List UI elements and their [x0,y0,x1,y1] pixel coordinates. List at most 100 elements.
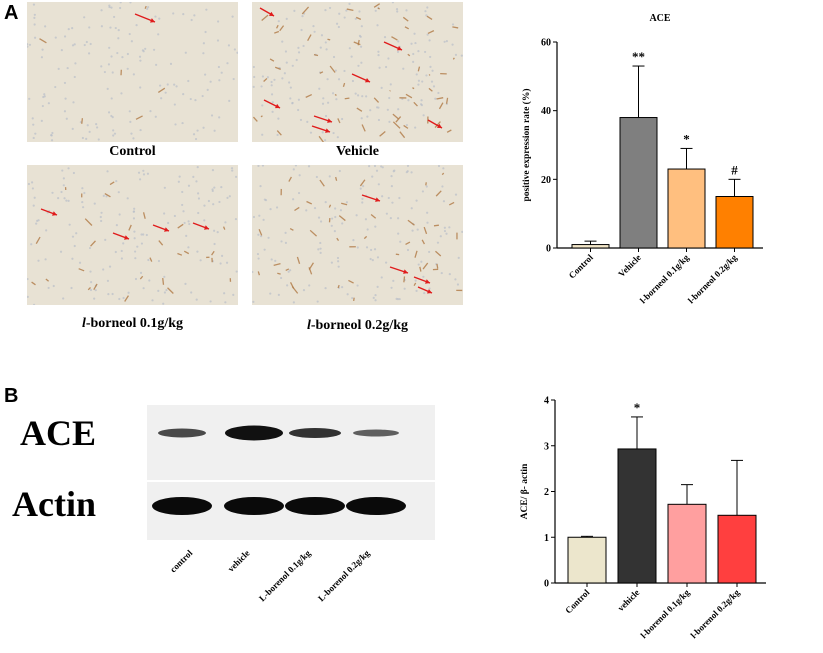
stained-vessel [274,66,281,70]
nucleus-dot [129,2,132,4]
nucleus-dot [216,39,220,42]
nucleus-dot [227,44,231,47]
y-tick-label: 1 [544,533,549,544]
nucleus-dot [308,284,311,287]
nucleus-dot [430,80,434,83]
micrograph-background [252,165,463,305]
nucleus-dot [313,206,317,210]
nucleus-dot [375,106,379,109]
nucleus-dot [100,65,103,68]
nucleus-dot [392,279,395,282]
nucleus-dot [235,270,238,273]
nucleus-dot [261,165,265,167]
nucleus-dot [66,66,69,70]
nucleus-dot [209,300,212,303]
nucleus-dot [426,211,429,214]
nucleus-dot [63,81,67,85]
nucleus-dot [445,232,448,235]
nucleus-dot [134,250,137,253]
nucleus-dot [194,137,198,141]
nucleus-dot [218,79,221,82]
nucleus-dot [30,243,33,246]
nucleus-dot [182,92,185,96]
nucleus-dot [345,201,349,204]
actin-band [346,497,406,515]
stained-vessel [421,239,426,245]
nucleus-dot [108,46,111,49]
nucleus-dot [102,268,105,271]
nucleus-dot [415,73,418,76]
nucleus-dot [375,169,379,172]
nucleus-dot [429,65,432,68]
nucleus-dot [319,46,322,49]
nucleus-dot [366,115,369,118]
nucleus-dot [157,259,161,263]
nucleus-dot [43,95,46,98]
nucleus-dot [154,115,157,118]
nucleus-dot [41,104,44,108]
micrograph-label-borneol-low: l-borneol 0.1g/kg [81,316,184,331]
stained-vessel [93,283,98,290]
nucleus-dot [37,259,40,262]
x-tick-label: vehicle [616,587,642,613]
nucleus-dot [443,229,447,233]
nucleus-dot [277,293,280,296]
nucleus-dot [64,97,67,100]
nucleus-dot [277,20,280,23]
stained-vessel [402,16,409,22]
nucleus-dot [74,62,77,65]
nucleus-dot [442,200,446,203]
nucleus-dot [88,26,91,29]
nucleus-dot [163,291,167,294]
nucleus-dot [348,2,351,5]
nucleus-dot [357,64,360,67]
nucleus-dot [271,101,274,104]
nucleus-dot [218,200,221,204]
ace-band [158,428,206,438]
stained-vessel [158,240,164,246]
significance-mark: ** [632,49,645,64]
nucleus-dot [152,48,156,51]
nucleus-dot [372,296,375,299]
nucleus-dot [71,235,75,238]
nucleus-dot [406,248,410,252]
nucleus-dot [139,86,142,89]
red-arrow-head [164,227,169,232]
nucleus-dot [302,288,306,292]
nucleus-dot [356,284,359,287]
nucleus-dot [365,246,369,249]
stained-vessel [436,263,439,269]
nucleus-dot [275,206,279,209]
nucleus-dot [410,207,413,210]
nucleus-dot [335,98,338,101]
nucleus-dot [195,180,198,183]
stained-vessel [90,240,96,247]
nucleus-dot [420,260,423,263]
nucleus-dot [54,85,57,89]
micrograph-background [252,2,463,142]
nucleus-dot [371,259,374,262]
nucleus-dot [142,173,146,176]
nucleus-dot [60,48,63,52]
stained-vessel [328,204,332,208]
nucleus-dot [105,195,108,198]
stained-vessel [84,218,93,226]
nucleus-dot [108,5,111,9]
nucleus-dot [37,219,40,222]
nucleus-dot [111,71,114,74]
nucleus-dot [110,6,113,9]
stained-vessel [405,93,413,99]
stained-vessel [135,115,143,120]
stained-vessel [405,241,411,246]
nucleus-dot [388,120,391,123]
stained-vessel [142,212,146,219]
nucleus-dot [103,70,107,74]
nucleus-dot [225,261,229,264]
nucleus-dot [97,138,100,141]
nucleus-dot [182,210,185,213]
nucleus-dot [315,175,318,179]
stained-vessel [414,250,418,258]
nucleus-dot [177,180,180,183]
x-tick-label: l-borneol 0.2g/kg [686,252,739,305]
nucleus-dot [395,8,399,11]
